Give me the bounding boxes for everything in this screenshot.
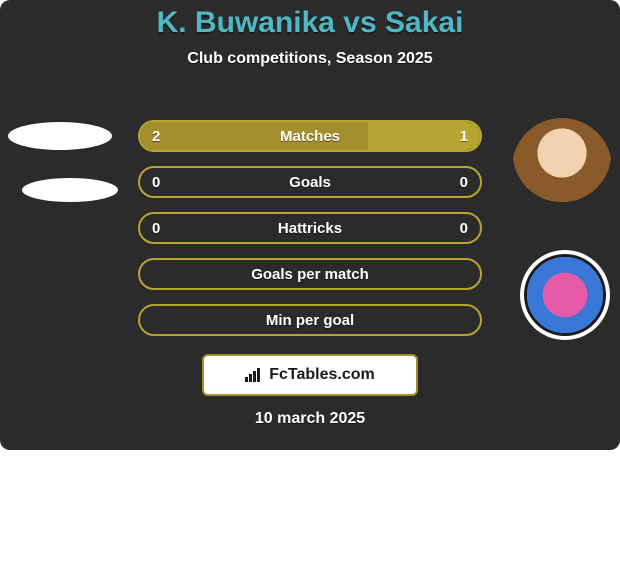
date-label: 10 march 2025 (0, 410, 620, 428)
stat-row: Min per goal (138, 304, 482, 336)
stat-label: Goals per match (140, 260, 480, 288)
stat-label: Hattricks (140, 214, 480, 242)
comparison-card: K. Buwanika vs Sakai Club competitions, … (0, 0, 620, 450)
bar-chart-icon (245, 368, 263, 382)
right-player-portrait (512, 118, 612, 218)
stat-label: Goals (140, 168, 480, 196)
left-shadow-oval-1 (8, 122, 112, 150)
watermark: FcTables.com (202, 354, 418, 396)
stat-rows: 21Matches 00Goals 00Hattricks Goals per mat… (138, 120, 482, 350)
page-subtitle: Club competitions, Season 2025 (0, 50, 620, 68)
stat-row: 00Hattricks (138, 212, 482, 244)
stat-row: 00Goals (138, 166, 482, 198)
left-shadow-oval-2 (22, 178, 118, 202)
watermark-text: FcTables.com (269, 366, 375, 384)
page-title: K. Buwanika vs Sakai (0, 0, 620, 40)
stat-row: Goals per match (138, 258, 482, 290)
stat-row: 21Matches (138, 120, 482, 152)
right-club-badge (520, 250, 610, 340)
stat-label: Matches (140, 122, 480, 150)
stat-label: Min per goal (140, 306, 480, 334)
